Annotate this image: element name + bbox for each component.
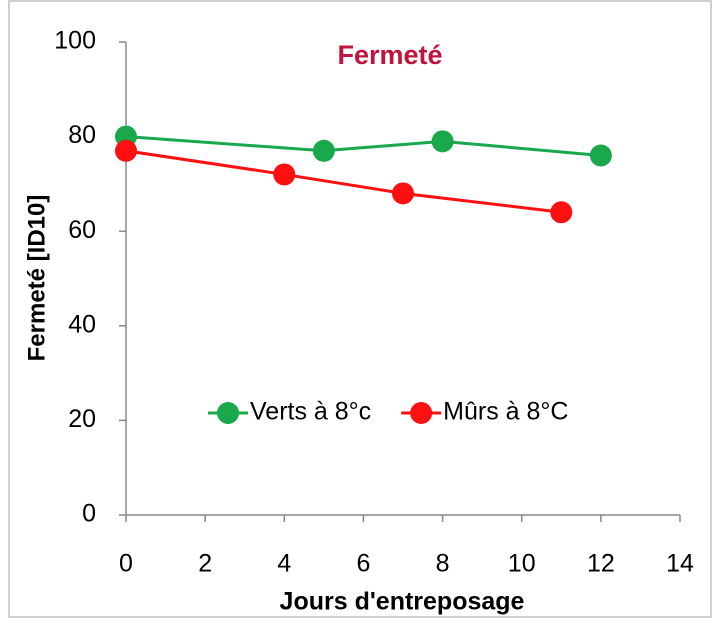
x-tick-label: 6	[356, 550, 370, 578]
y-tick-label: 60	[68, 216, 96, 244]
legend-label: Verts à 8°c	[250, 398, 371, 426]
legend-label: Mûrs à 8°C	[443, 398, 568, 426]
y-tick-label: 0	[82, 500, 96, 528]
x-tick-label: 12	[587, 550, 615, 578]
data-point	[115, 139, 137, 162]
series-line	[125, 135, 601, 158]
x-tick-label: 0	[119, 550, 133, 578]
y-tick-label: 80	[68, 121, 96, 149]
legend-marker	[217, 402, 239, 424]
chart-frame	[8, 0, 712, 618]
chart-title: Fermeté	[337, 40, 442, 70]
x-tick-label: 14	[666, 550, 694, 578]
series-line	[125, 149, 562, 214]
data-point	[550, 201, 573, 224]
y-tick-label: 100	[54, 27, 96, 55]
y-axis-label: Fermeté [ID10]	[23, 195, 50, 362]
x-axis-label: Jours d'entreposage	[280, 588, 525, 616]
x-tick-label: 2	[198, 550, 212, 578]
data-point	[431, 130, 454, 153]
data-point	[273, 163, 296, 186]
x-tick-label: 4	[277, 550, 291, 578]
data-point	[392, 182, 414, 205]
x-tick-label: 8	[436, 550, 450, 578]
x-tick-label: 10	[508, 550, 536, 578]
data-point	[312, 139, 335, 162]
legend-marker	[410, 402, 433, 424]
y-tick-label: 40	[68, 310, 96, 338]
data-point	[589, 144, 612, 167]
y-tick-label: 20	[68, 405, 96, 433]
